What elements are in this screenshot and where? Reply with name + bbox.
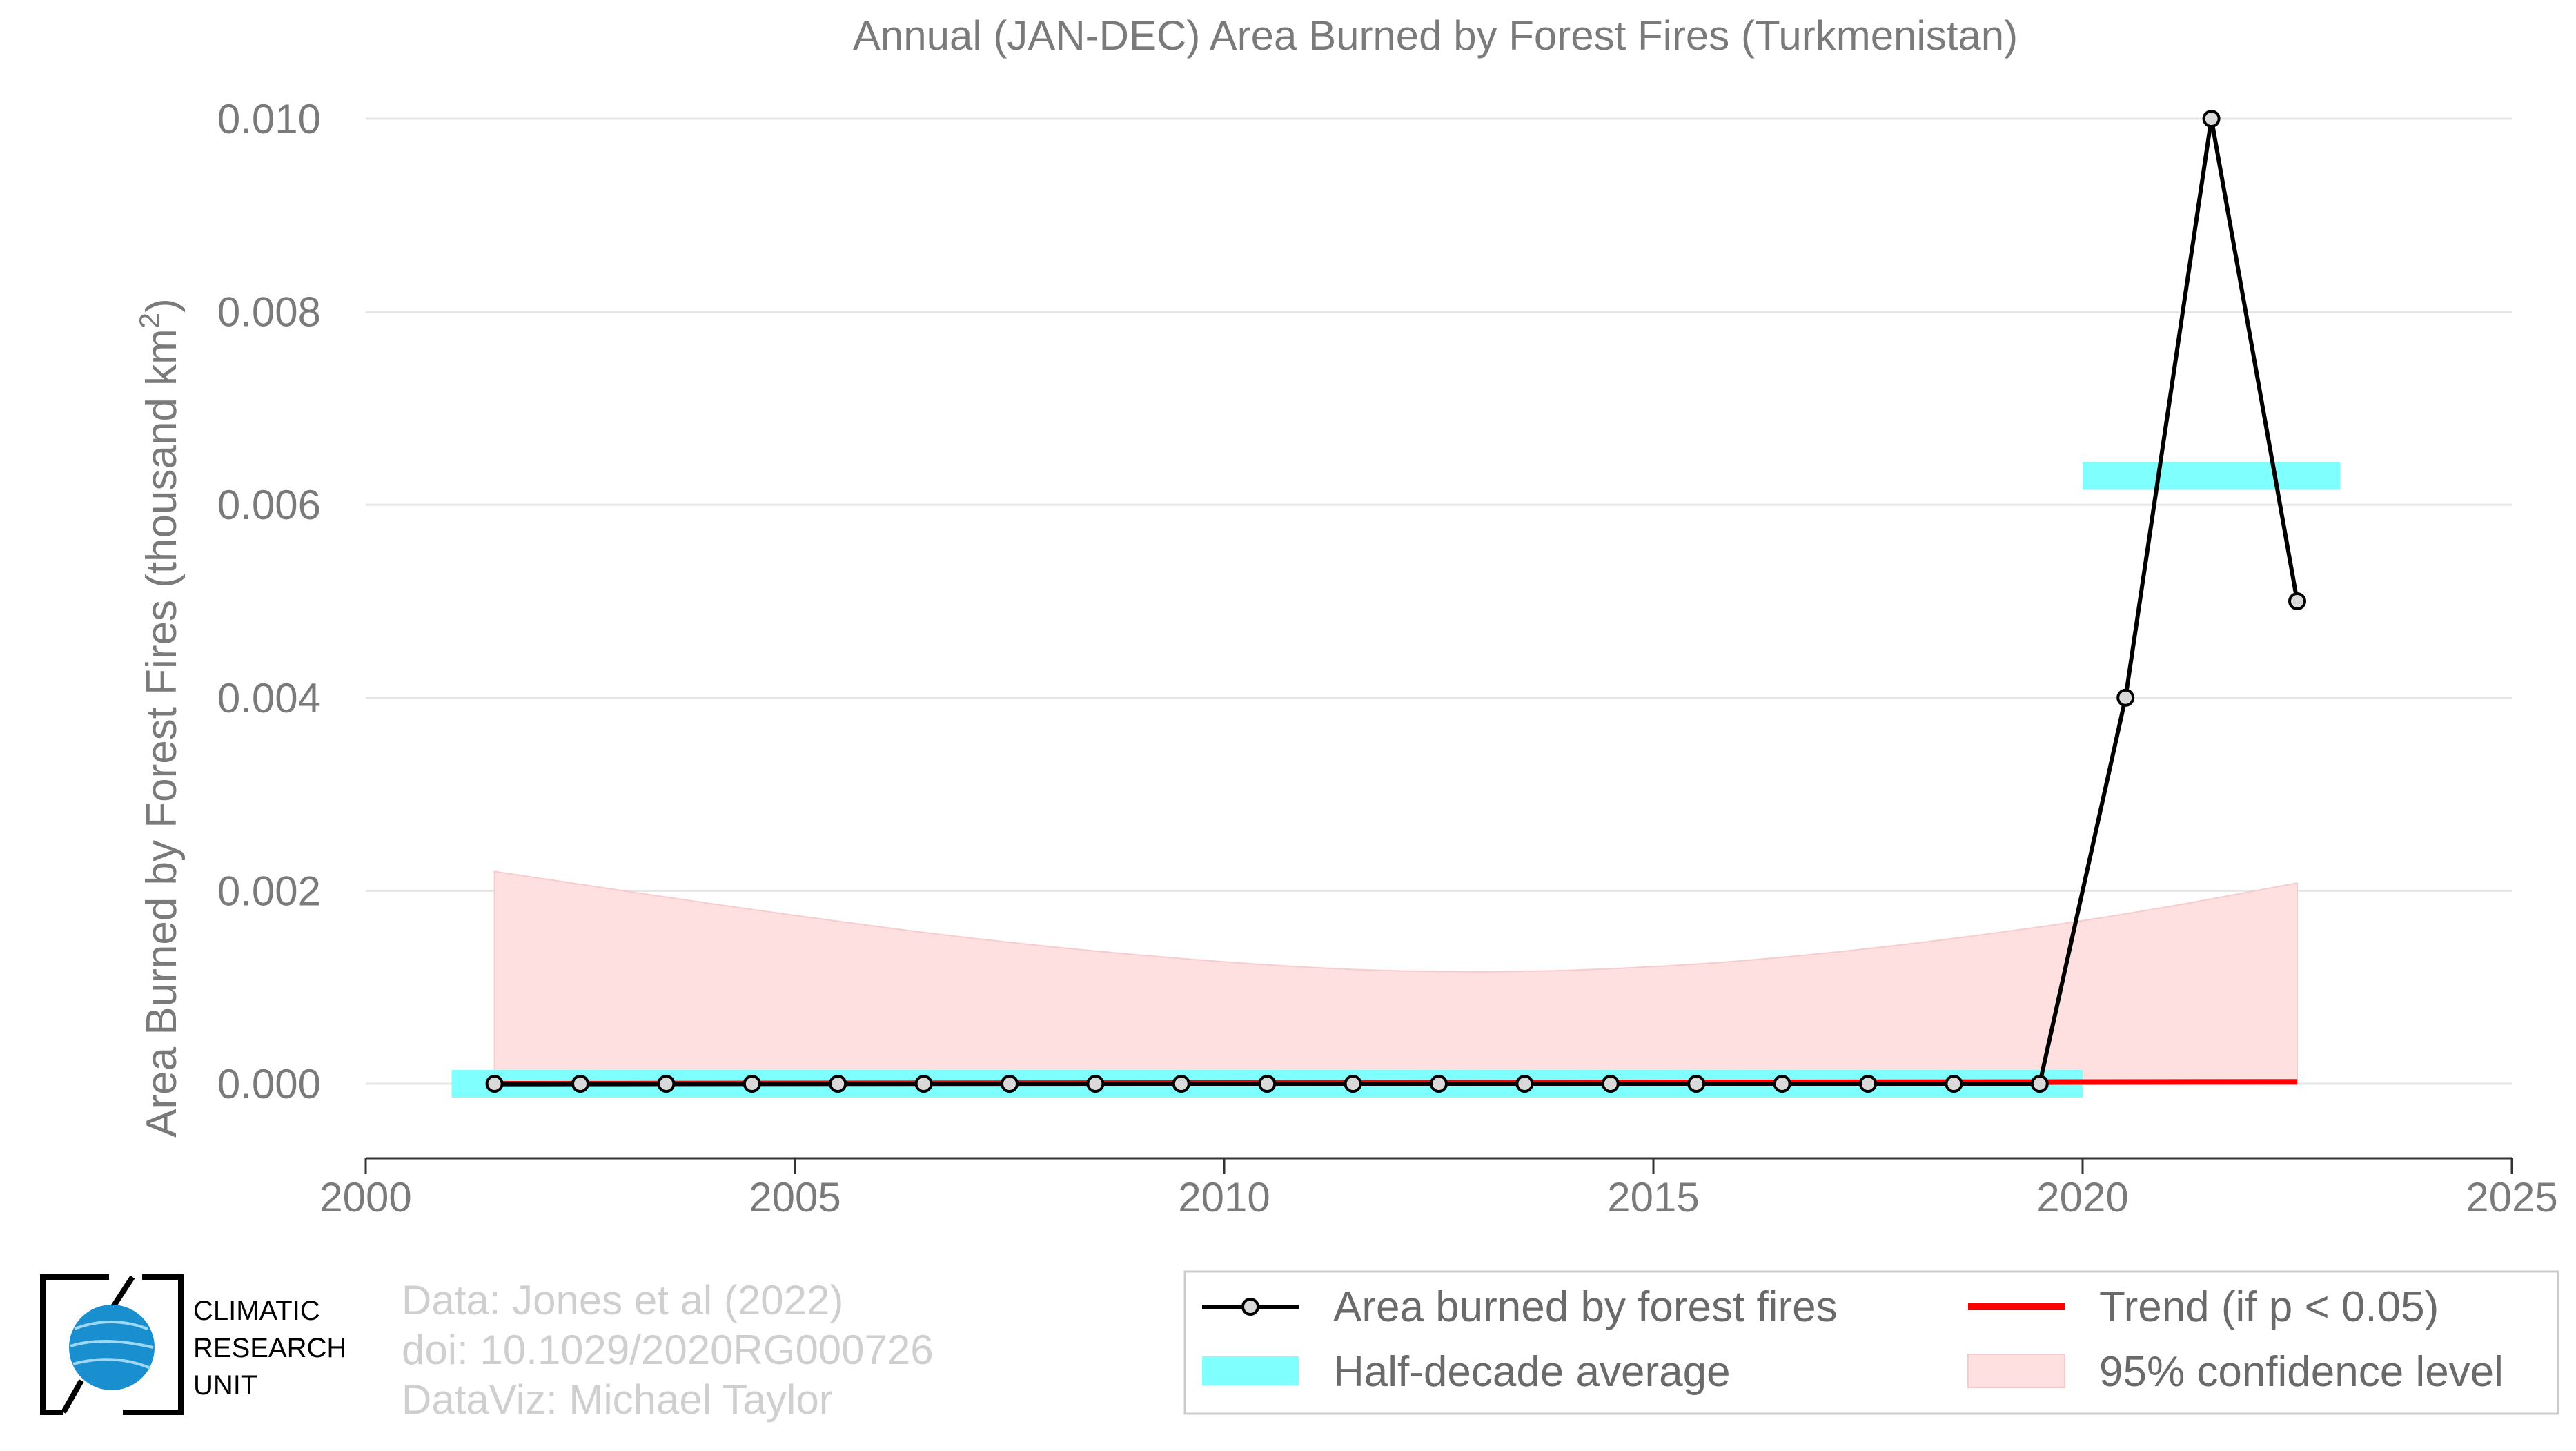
confidence-band-layer xyxy=(493,870,2298,1084)
logo-text-2: RESEARCH xyxy=(193,1333,346,1363)
y-axis-ticks: 0.000 0.002 0.004 0.006 0.008 0.010 xyxy=(217,96,321,1107)
fire-area-point xyxy=(2116,688,2135,707)
logo-text-1: CLIMATIC xyxy=(193,1296,320,1326)
logo-slash-bottom xyxy=(61,1379,84,1414)
legend-swatch-confidence xyxy=(1967,1354,2065,1388)
y-axis-label: Area Burned by Forest Fires (thousand km… xyxy=(133,298,186,1138)
fire-area-point xyxy=(1001,1075,1019,1093)
y-tick-label: 0.006 xyxy=(217,482,321,528)
x-tick-label: 2020 xyxy=(2036,1174,2128,1220)
logo-bracket-right xyxy=(123,1274,184,1415)
fire-area-point xyxy=(1687,1075,1706,1093)
legend-swatch-fire-marker xyxy=(1241,1298,1259,1316)
fire-area-point xyxy=(1172,1075,1190,1093)
x-tick-label: 2010 xyxy=(1178,1174,1270,1220)
y-tick-label: 0.004 xyxy=(217,675,321,721)
credit-doi: doi: 10.1029/2020RG000726 xyxy=(402,1327,934,1373)
cru-logo: CLIMATIC RESEARCH UNIT xyxy=(40,1274,346,1415)
fire-area-point xyxy=(2288,592,2306,610)
fire-area-line xyxy=(494,117,2299,1086)
x-axis-ticks: 2000 2005 2010 2015 2020 2025 xyxy=(319,1158,2558,1220)
fire-area-point xyxy=(1430,1075,1448,1093)
legend-label-half-decade: Half-decade average xyxy=(1333,1348,1731,1396)
x-tick-label: 2005 xyxy=(749,1174,840,1220)
y-tick-label: 0.000 xyxy=(217,1061,321,1107)
x-tick-label: 2025 xyxy=(2466,1174,2557,1220)
fire-area-point xyxy=(2202,110,2221,128)
fire-area-point xyxy=(829,1075,847,1093)
fire-area-point xyxy=(2030,1075,2049,1093)
chart-title: Annual (JAN-DEC) Area Burned by Forest F… xyxy=(853,12,2018,59)
fire-area-point xyxy=(1859,1075,1877,1093)
confidence-band xyxy=(493,870,2298,1084)
x-tick-label: 2000 xyxy=(319,1174,411,1220)
globe-contour-3 xyxy=(72,1358,151,1370)
fire-area-point xyxy=(657,1075,676,1093)
fire-marker-layer xyxy=(485,110,2306,1093)
fire-area-point xyxy=(1601,1075,1620,1093)
x-tick-label: 2015 xyxy=(1607,1174,1699,1220)
fire-area-point xyxy=(571,1075,589,1093)
legend-swatch-half-decade xyxy=(1202,1356,1299,1385)
fire-area-point xyxy=(1086,1075,1105,1093)
globe-contour-1 xyxy=(74,1321,148,1330)
fire-area-point xyxy=(1344,1075,1362,1093)
fire-area-point xyxy=(914,1075,933,1093)
fire-area-point xyxy=(1773,1075,1791,1093)
logo-text-3: UNIT xyxy=(193,1370,257,1401)
globe-contour-2 xyxy=(70,1340,154,1349)
y-tick-label: 0.008 xyxy=(217,289,321,335)
y-tick-label: 0.010 xyxy=(217,96,321,142)
fire-area-point xyxy=(1515,1075,1534,1093)
legend-label-confidence: 95% confidence level xyxy=(2099,1348,2504,1396)
fire-area-point xyxy=(1945,1075,1963,1093)
fire-line-layer xyxy=(494,117,2299,1086)
credit-dataviz: DataViz: Michael Taylor xyxy=(402,1376,833,1423)
legend-label-trend: Trend (if p < 0.05) xyxy=(2099,1283,2439,1331)
legend: Area burned by forest fires Trend (if p … xyxy=(1183,1270,2559,1415)
fire-area-point xyxy=(485,1075,504,1093)
half-decade-bar xyxy=(2083,462,2341,490)
fire-area-point xyxy=(1258,1075,1277,1093)
globe-icon xyxy=(69,1305,155,1390)
logo-bracket-left xyxy=(40,1274,109,1415)
legend-label-fire: Area burned by forest fires xyxy=(1333,1283,1838,1331)
y-tick-label: 0.002 xyxy=(217,868,321,914)
legend-box xyxy=(1183,1270,2559,1415)
fire-area-point xyxy=(743,1075,761,1093)
credit-data: Data: Jones et al (2022) xyxy=(402,1277,843,1323)
